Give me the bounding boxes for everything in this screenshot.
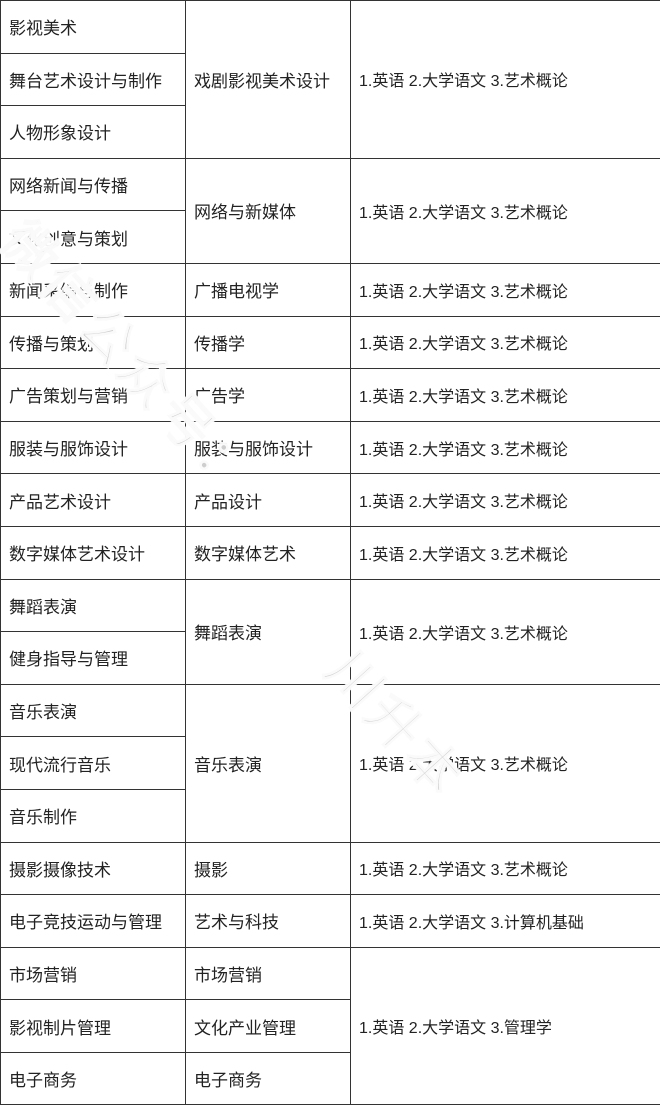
course-table: 影视美术戏剧影视美术设计1.英语 2.大学语文 3.艺术概论舞台艺术设计与制作人… (0, 0, 660, 1105)
cell-program: 网络与新媒体 (186, 158, 351, 263)
table-row: 新闻采编与制作广播电视学1.英语 2.大学语文 3.艺术概论 (1, 263, 660, 316)
cell-specialty: 音乐制作 (1, 789, 186, 842)
cell-program: 电子商务 (186, 1052, 351, 1105)
cell-subjects: 1.英语 2.大学语文 3.艺术概论 (351, 579, 660, 684)
cell-specialty: 现代流行音乐 (1, 737, 186, 790)
table-row: 电子竞技运动与管理艺术与科技1.英语 2.大学语文 3.计算机基础 (1, 895, 660, 948)
table-row: 产品艺术设计产品设计1.英语 2.大学语文 3.艺术概论 (1, 474, 660, 527)
cell-program: 文化产业管理 (186, 1000, 351, 1053)
table-row: 摄影摄像技术摄影1.英语 2.大学语文 3.艺术概论 (1, 842, 660, 895)
cell-specialty: 舞蹈表演 (1, 579, 186, 632)
cell-specialty: 电子商务 (1, 1052, 186, 1105)
cell-specialty: 文化创意与策划 (1, 211, 186, 264)
cell-specialty: 舞台艺术设计与制作 (1, 53, 186, 106)
cell-program: 传播学 (186, 316, 351, 369)
cell-subjects: 1.英语 2.大学语文 3.计算机基础 (351, 895, 660, 948)
cell-specialty: 健身指导与管理 (1, 632, 186, 685)
table-row: 市场营销市场营销1.英语 2.大学语文 3.管理学 (1, 947, 660, 1000)
cell-specialty: 人物形象设计 (1, 106, 186, 159)
cell-specialty: 摄影摄像技术 (1, 842, 186, 895)
cell-program: 产品设计 (186, 474, 351, 527)
table-row: 网络新闻与传播网络与新媒体1.英语 2.大学语文 3.艺术概论 (1, 158, 660, 211)
cell-subjects: 1.英语 2.大学语文 3.艺术概论 (351, 316, 660, 369)
cell-specialty: 服装与服饰设计 (1, 421, 186, 474)
cell-subjects: 1.英语 2.大学语文 3.艺术概论 (351, 684, 660, 842)
cell-subjects: 1.英语 2.大学语文 3.管理学 (351, 947, 660, 1105)
cell-subjects: 1.英语 2.大学语文 3.艺术概论 (351, 263, 660, 316)
cell-subjects: 1.英语 2.大学语文 3.艺术概论 (351, 526, 660, 579)
cell-subjects: 1.英语 2.大学语文 3.艺术概论 (351, 474, 660, 527)
table-body: 影视美术戏剧影视美术设计1.英语 2.大学语文 3.艺术概论舞台艺术设计与制作人… (1, 1, 660, 1105)
table-row: 广告策划与营销广告学1.英语 2.大学语文 3.艺术概论 (1, 369, 660, 422)
table-row: 数字媒体艺术设计数字媒体艺术1.英语 2.大学语文 3.艺术概论 (1, 526, 660, 579)
table-row: 影视美术戏剧影视美术设计1.英语 2.大学语文 3.艺术概论 (1, 1, 660, 54)
cell-specialty: 市场营销 (1, 947, 186, 1000)
table-row: 服装与服饰设计服装与服饰设计1.英语 2.大学语文 3.艺术概论 (1, 421, 660, 474)
cell-program: 艺术与科技 (186, 895, 351, 948)
cell-program: 戏剧影视美术设计 (186, 1, 351, 159)
cell-subjects: 1.英语 2.大学语文 3.艺术概论 (351, 158, 660, 263)
cell-specialty: 传播与策划 (1, 316, 186, 369)
course-table-container: 影视美术戏剧影视美术设计1.英语 2.大学语文 3.艺术概论舞台艺术设计与制作人… (0, 0, 660, 1000)
cell-subjects: 1.英语 2.大学语文 3.艺术概论 (351, 369, 660, 422)
cell-subjects: 1.英语 2.大学语文 3.艺术概论 (351, 842, 660, 895)
cell-specialty: 影视制片管理 (1, 1000, 186, 1053)
cell-program: 数字媒体艺术 (186, 526, 351, 579)
table-row: 音乐表演音乐表演1.英语 2.大学语文 3.艺术概论 (1, 684, 660, 737)
cell-specialty: 新闻采编与制作 (1, 263, 186, 316)
cell-program: 摄影 (186, 842, 351, 895)
cell-specialty: 网络新闻与传播 (1, 158, 186, 211)
cell-program: 服装与服饰设计 (186, 421, 351, 474)
cell-specialty: 影视美术 (1, 1, 186, 54)
cell-specialty: 广告策划与营销 (1, 369, 186, 422)
cell-specialty: 音乐表演 (1, 684, 186, 737)
cell-program: 音乐表演 (186, 684, 351, 842)
cell-subjects: 1.英语 2.大学语文 3.艺术概论 (351, 1, 660, 159)
cell-specialty: 产品艺术设计 (1, 474, 186, 527)
cell-subjects: 1.英语 2.大学语文 3.艺术概论 (351, 421, 660, 474)
table-row: 舞蹈表演舞蹈表演1.英语 2.大学语文 3.艺术概论 (1, 579, 660, 632)
cell-specialty: 数字媒体艺术设计 (1, 526, 186, 579)
cell-program: 广告学 (186, 369, 351, 422)
cell-program: 市场营销 (186, 947, 351, 1000)
table-row: 传播与策划传播学1.英语 2.大学语文 3.艺术概论 (1, 316, 660, 369)
cell-specialty: 电子竞技运动与管理 (1, 895, 186, 948)
cell-program: 广播电视学 (186, 263, 351, 316)
cell-program: 舞蹈表演 (186, 579, 351, 684)
